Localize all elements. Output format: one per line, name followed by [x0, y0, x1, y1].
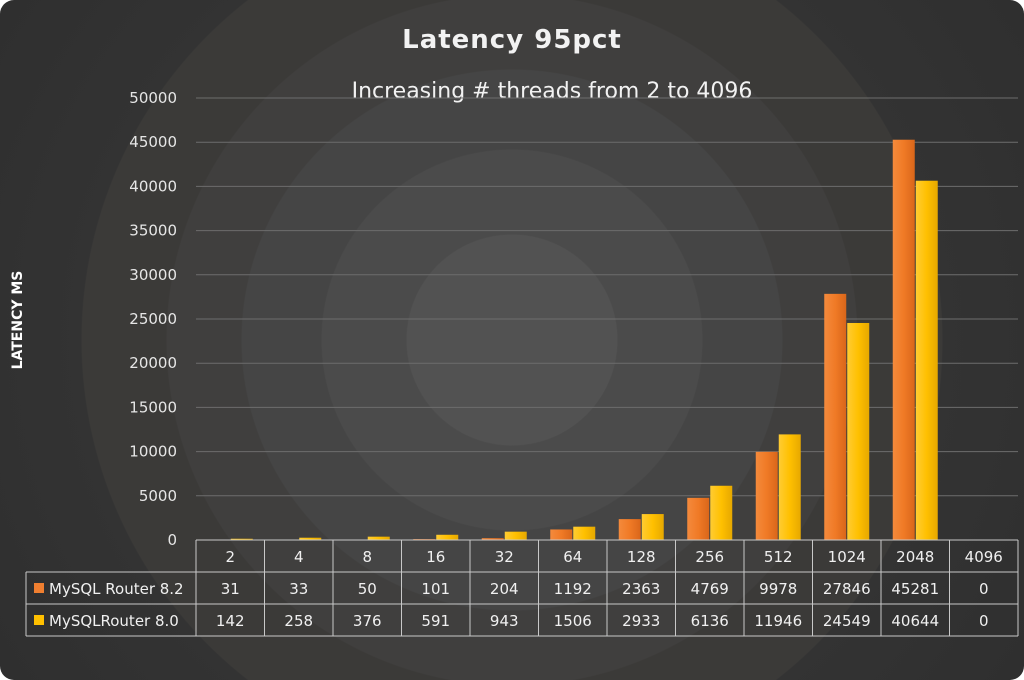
bar-router-8-2-32: [481, 538, 504, 540]
data-label: 943: [490, 612, 519, 630]
data-label: 1192: [554, 580, 592, 598]
legend-entry-router-8-2: MySQL Router 8.2: [49, 580, 184, 598]
bars: [207, 139, 938, 541]
y-tick-label: 40000: [129, 177, 177, 195]
bar-router-8-0-8: [367, 536, 390, 540]
y-tick-label: 15000: [129, 398, 177, 416]
y-axis-label: LATENCY MS: [10, 271, 26, 370]
x-tick-label-256: 256: [695, 548, 724, 566]
y-tick-label: 50000: [129, 89, 177, 107]
x-tick-label-128: 128: [627, 548, 656, 566]
data-label: 258: [284, 612, 313, 630]
bar-router-8-0-4: [299, 537, 322, 540]
data-table: 2 4 8 16 32 64 128 256 512 1024 2048 4096 MySQL Rout…: [25, 539, 1019, 637]
y-tick-label: 10000: [129, 443, 177, 461]
legend-key-router-8-0: [34, 615, 44, 625]
data-label: 591: [421, 612, 450, 630]
bar-router-8-0-1024: [847, 322, 870, 540]
data-label: 2933: [622, 612, 660, 630]
data-label: 33: [289, 580, 308, 598]
gridlines: [196, 97, 1018, 497]
bar-router-8-2-2048: [892, 139, 915, 541]
data-label: 45281: [891, 580, 939, 598]
bar-router-8-0-64: [573, 526, 596, 540]
bar-router-8-0-32: [504, 531, 527, 540]
x-tick-label-64: 64: [563, 548, 582, 566]
y-tick-label: 5000: [139, 487, 177, 505]
x-tick-label-2048: 2048: [896, 548, 934, 566]
bar-router-8-0-2: [230, 538, 253, 540]
bar-router-8-0-2048: [915, 180, 938, 541]
y-tick-label: 20000: [129, 354, 177, 372]
legend-key-router-8-2: [34, 583, 44, 593]
x-tick-label-4: 4: [294, 548, 304, 566]
legend-entry-router-8-0: MySQLRouter 8.0: [49, 612, 179, 630]
data-label: 1506: [554, 612, 592, 630]
y-tick-label: 45000: [129, 133, 177, 151]
data-label: 2363: [622, 580, 660, 598]
x-tick-label-512: 512: [764, 548, 793, 566]
data-label: 0: [979, 580, 989, 598]
data-label: 9978: [759, 580, 797, 598]
x-tick-label-1024: 1024: [828, 548, 866, 566]
data-label: 4769: [691, 580, 729, 598]
x-tick-label-32: 32: [495, 548, 514, 566]
bar-router-8-2-64: [550, 529, 573, 540]
data-label: 142: [216, 612, 245, 630]
data-label: 11946: [754, 612, 802, 630]
y-tick-label: 30000: [129, 266, 177, 284]
y-tick-label: 0: [167, 531, 177, 549]
bar-router-8-0-128: [641, 514, 664, 540]
chart-subtitle: Increasing # threads from 2 to 4096: [352, 79, 753, 104]
chart-title: Latency 95pct: [402, 25, 622, 55]
bar-router-8-0-512: [778, 434, 801, 540]
data-label: 24549: [823, 612, 871, 630]
x-tick-label-16: 16: [426, 548, 445, 566]
x-tick-label-4096: 4096: [965, 548, 1003, 566]
data-label: 27846: [823, 580, 871, 598]
bar-router-8-0-16: [436, 534, 459, 540]
bar-router-8-0-256: [710, 485, 733, 540]
data-label: 40644: [891, 612, 939, 630]
data-label: 376: [353, 612, 382, 630]
x-tick-label-8: 8: [362, 548, 372, 566]
x-tick-label-2: 2: [225, 548, 235, 566]
data-label: 101: [421, 580, 450, 598]
bar-router-8-2-256: [687, 497, 710, 540]
data-label: 204: [490, 580, 519, 598]
bar-router-8-2-512: [755, 451, 778, 540]
y-tick-label: 35000: [129, 222, 177, 240]
data-label: 31: [221, 580, 240, 598]
bar-router-8-2-1024: [824, 293, 847, 540]
data-label: 50: [358, 580, 377, 598]
data-label: 6136: [691, 612, 729, 630]
y-tick-labels: 0 5000 10000 15000 20000 25000 30000 35000 40000…: [129, 89, 177, 549]
y-tick-label: 25000: [129, 310, 177, 328]
bar-router-8-2-128: [618, 519, 641, 540]
data-label: 0: [979, 612, 989, 630]
